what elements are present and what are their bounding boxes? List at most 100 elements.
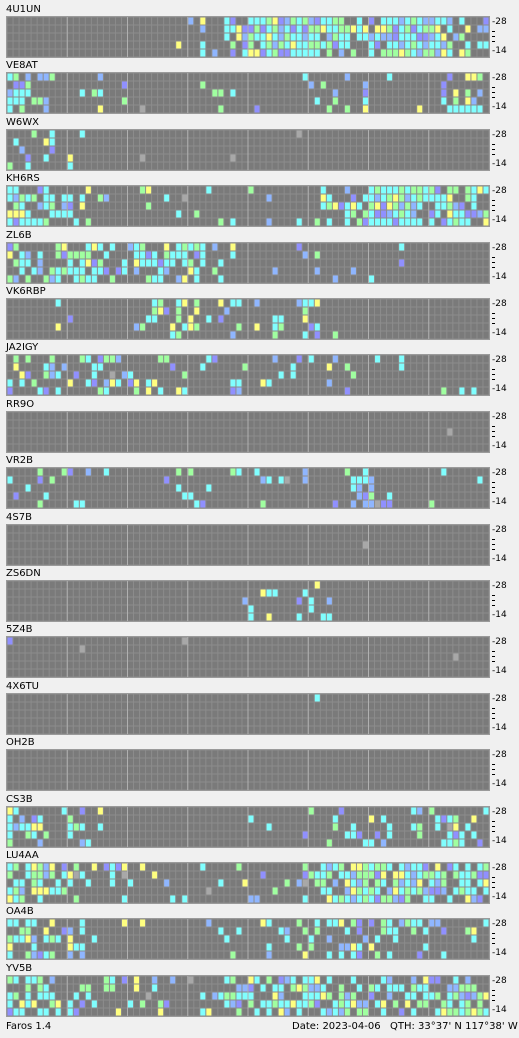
grid-cell [356, 549, 362, 557]
grid-cell [266, 492, 272, 500]
grid-cell [218, 307, 224, 315]
grid-cell [236, 41, 242, 49]
grid-cell [302, 259, 308, 267]
grid-cell [176, 589, 182, 597]
grid-cell [218, 259, 224, 267]
grid-cell [411, 299, 417, 307]
grid-cell [224, 251, 230, 259]
grid-cell [260, 25, 266, 33]
grid-cell [146, 162, 152, 170]
grid-cell [369, 33, 375, 41]
grid-cell [146, 669, 152, 677]
grid-cell [236, 194, 242, 202]
grid-cell [417, 605, 423, 613]
grid-cell [254, 210, 260, 218]
grid-cell [260, 323, 266, 331]
grid-cell [31, 444, 37, 452]
grid-cell [55, 267, 61, 275]
grid-cell [387, 41, 393, 49]
grid-cell [91, 25, 97, 33]
grid-cell [471, 541, 477, 549]
grid-cell [85, 81, 91, 89]
grid-cell [393, 49, 399, 57]
grid-cell [79, 581, 85, 589]
grid-cell [194, 669, 200, 677]
grid-cell [67, 420, 73, 428]
grid-cell [61, 41, 67, 49]
grid-cell [350, 41, 356, 49]
grid-cell [260, 41, 266, 49]
grid-cell [362, 89, 369, 97]
grid-cell [465, 661, 471, 669]
grid-cell [85, 49, 91, 57]
grid-cell [375, 299, 381, 307]
grid-cell [218, 605, 224, 613]
grid-cell [134, 275, 140, 283]
grid-cell [356, 73, 362, 81]
grid-cell [332, 259, 338, 267]
grid-cell [152, 138, 158, 146]
grid-cell [369, 661, 375, 669]
grid-cell [140, 428, 146, 436]
grid-cell [465, 130, 471, 138]
grid-cell [320, 379, 326, 387]
grid-cell [188, 500, 194, 508]
grid-cell [471, 105, 477, 113]
grid-cell [369, 251, 375, 259]
grid-cell [103, 605, 109, 613]
grid-cell [338, 331, 344, 339]
grid-cell [73, 500, 79, 508]
beacon-callsign: VR2B [6, 455, 34, 467]
grid-cell [79, 154, 85, 162]
grid-cell [290, 371, 296, 379]
grid-cell [200, 468, 206, 476]
grid-cell [43, 468, 49, 476]
grid-cell [182, 371, 188, 379]
grid-cell [230, 194, 236, 202]
grid-cell [236, 186, 242, 194]
grid-cell [278, 436, 284, 444]
grid-cell [356, 541, 362, 549]
grid-cell [67, 436, 73, 444]
grid-cell [230, 138, 236, 146]
grid-cell [387, 669, 393, 677]
grid-cell [314, 323, 320, 331]
grid-cell [85, 41, 91, 49]
grid-cell [200, 428, 206, 436]
grid-cell [465, 33, 471, 41]
grid-cell [405, 267, 411, 275]
grid-cell [206, 605, 212, 613]
grid-cell [37, 363, 43, 371]
grid-cell [441, 500, 447, 508]
grid-cell [109, 323, 115, 331]
grid-cell [356, 146, 362, 154]
grid-cell [477, 49, 483, 57]
grid-cell [121, 363, 128, 371]
grid-cell [224, 25, 230, 33]
grid-cell [332, 444, 338, 452]
grid-cell [218, 251, 224, 259]
grid-cell [121, 267, 128, 275]
grid-cell [308, 444, 314, 452]
grid-cell [356, 186, 362, 194]
grid-cell [405, 549, 411, 557]
grid-cell [236, 428, 242, 436]
grid-cell [326, 355, 332, 363]
grid-cell [121, 154, 128, 162]
grid-cell [7, 541, 13, 549]
grid-cell [260, 97, 266, 105]
grid-cell [338, 146, 344, 154]
grid-cell [49, 613, 55, 621]
grid-cell [67, 355, 73, 363]
grid-cell [67, 323, 73, 331]
grid-cell [7, 484, 13, 492]
grid-cell [356, 130, 362, 138]
grid-cell [25, 379, 31, 387]
grid-cell [254, 428, 260, 436]
grid-cell [272, 25, 278, 33]
grid-cell [248, 589, 254, 597]
grid-cell [224, 581, 230, 589]
grid-cell [73, 436, 79, 444]
grid-cell [43, 533, 49, 541]
grid-cell [266, 363, 272, 371]
